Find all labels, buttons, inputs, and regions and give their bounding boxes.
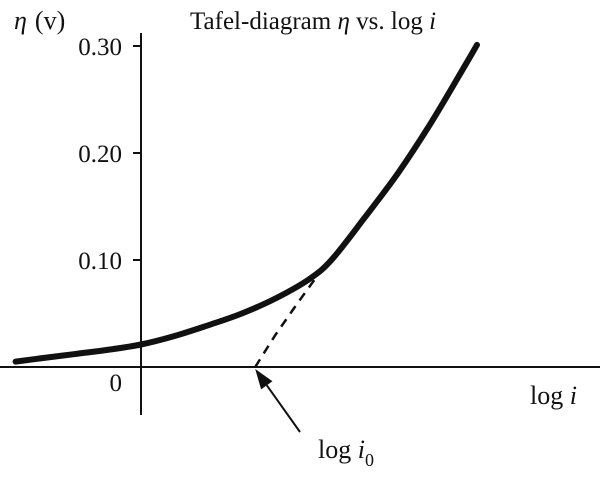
annotation-label-i: i [358,435,365,464]
annotation-arrow-head [255,369,273,390]
chart-title: Tafel-diagram η vs. log i [190,8,436,35]
annotation-label-log: log [318,435,358,464]
chart-title-prefix: Tafel-diagram [190,8,337,35]
series-group [12,41,480,368]
x-axis-label: log i [530,381,577,410]
tafel-extrapolation-line [254,259,333,368]
y-tick-label: 0.20 [78,141,122,168]
y-axis-label-eta: η [14,6,27,35]
annotation-label-sub: 0 [365,450,374,470]
annotation-arrow [255,369,301,433]
chart-title-middle: vs. log [350,8,429,35]
y-tick-group: 0 0.10 0.20 0.30 [78,34,141,397]
x-axis-label-i: i [570,381,577,410]
y-tick-label: 0.10 [78,248,122,275]
y-axis-label: η (v) [14,6,65,35]
x-axis-label-log: log [530,381,570,410]
y-tick-label: 0 [110,370,123,397]
annotation-arrow-line [265,384,301,433]
chart-title-eta: η [337,8,349,35]
annotation-label: log i0 [318,435,374,470]
polarization-curve [12,41,480,365]
y-tick-label: 0.30 [78,34,122,61]
chart-title-i: i [429,8,436,35]
y-axis-label-unit: (v) [35,6,65,35]
